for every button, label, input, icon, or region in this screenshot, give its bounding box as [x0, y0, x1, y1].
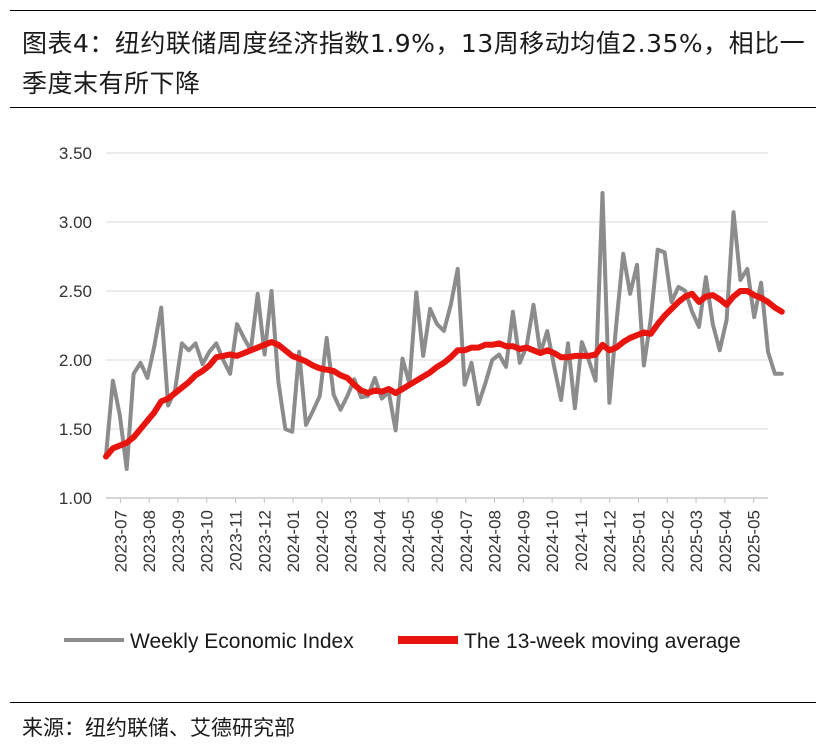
x-tick-label-2025-04: 2025-04	[716, 510, 735, 572]
x-tick-label-2024-08: 2024-08	[486, 510, 505, 572]
x-tick-label-2023-07: 2023-07	[111, 510, 130, 572]
x-tick-label-2024-02: 2024-02	[313, 510, 332, 572]
x-tick-label-2025-02: 2025-02	[658, 510, 677, 572]
y-tick-label-2.50: 2.50	[59, 282, 92, 301]
series-lines	[103, 191, 785, 471]
title-bottom-rule	[10, 107, 816, 108]
source-note: 来源：纽约联储、艾德研究部	[22, 716, 295, 740]
x-tick-label-2024-12: 2024-12	[601, 510, 620, 572]
x-tick-label-2023-08: 2023-08	[140, 510, 159, 572]
x-tick-label-2023-10: 2023-10	[198, 510, 217, 572]
legend-label-weekly: Weekly Economic Index	[130, 630, 354, 653]
x-tick-label-2023-11: 2023-11	[227, 510, 246, 571]
title-top-rule	[10, 10, 816, 11]
series-line-weekly-economic-index	[104, 191, 784, 471]
x-tick-label-2023-12: 2023-12	[255, 510, 274, 572]
legend-label-moving-average: The 13-week moving average	[464, 630, 741, 653]
x-tick-label-2024-09: 2024-09	[514, 510, 533, 572]
x-tick-label-2023-09: 2023-09	[169, 510, 188, 572]
x-tick-label-2024-03: 2024-03	[342, 510, 361, 572]
y-tick-label-2.00: 2.00	[59, 351, 92, 370]
x-tick-label-2025-05: 2025-05	[745, 510, 764, 572]
y-tick-label-3.00: 3.00	[59, 213, 92, 232]
y-tick-label-1.50: 1.50	[59, 420, 92, 439]
y-axis: 1.00 1.50 2.00 2.50 3.00 3.50	[59, 144, 92, 508]
x-tick-label-2025-01: 2025-01	[629, 510, 648, 572]
series-line-13-week-moving-average	[103, 288, 785, 460]
x-axis: 2023-07 2023-08 2023-09 2023-10 2023-11 2023-…	[106, 497, 768, 572]
figure-title: 图表4：纽约联储周度经济指数1.9%，13周移动均值2.35%，相比一季度末有所…	[22, 29, 806, 98]
legend: Weekly Economic Index The 13-week moving…	[64, 630, 741, 653]
x-tick-label-2024-04: 2024-04	[370, 510, 389, 572]
y-tick-label-3.50: 3.50	[59, 144, 92, 163]
x-tick-label-2024-05: 2024-05	[399, 510, 418, 572]
y-tick-label-1.00: 1.00	[59, 489, 92, 508]
x-tick-label-2024-11: 2024-11	[572, 510, 591, 571]
source-top-rule	[10, 702, 816, 703]
x-tick-label-2024-01: 2024-01	[284, 510, 303, 572]
x-tick-label-2024-10: 2024-10	[543, 510, 562, 572]
x-tick-label-2025-03: 2025-03	[687, 510, 706, 572]
chart: 1.001.502.002.503.003.50 2023-07 2023-08 2…	[59, 144, 785, 653]
x-tick-label-2024-07: 2024-07	[457, 510, 476, 572]
x-tick-label-2024-06: 2024-06	[428, 510, 447, 572]
